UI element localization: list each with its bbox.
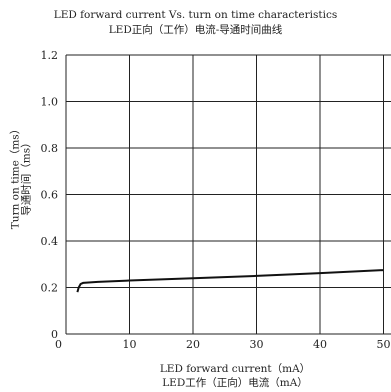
x-axis-label: LED forward current（mA）	[159, 363, 311, 375]
y-axis-label-cn: 导通时间（ms）	[20, 137, 33, 216]
chart-title: LED forward current Vs. turn on time cha…	[53, 9, 338, 21]
x-tick-label: 50	[377, 338, 391, 351]
x-tick-label: 20	[186, 338, 200, 351]
series-line	[76, 269, 384, 293]
series-group	[76, 269, 384, 293]
x-axis-label-cn: LED工作（正向）电流（mA）	[162, 377, 308, 389]
x-tick-label: 40	[313, 338, 327, 351]
y-tick-label: 0.8	[41, 142, 59, 155]
y-tick-label: 0.6	[41, 189, 59, 202]
y-tick-label: 0.2	[41, 282, 59, 295]
y-tick-label: 0.4	[41, 235, 59, 248]
y-tick-label: 0	[51, 328, 58, 341]
y-tick-label: 1.0	[41, 96, 59, 109]
tick-labels: 00.20.40.60.81.01.20102030405060	[41, 49, 391, 351]
chart-subtitle: LED正向（工作）电流-导通时间曲线	[108, 24, 283, 36]
x-tick-label: 0	[55, 338, 62, 351]
y-tick-label: 1.2	[41, 49, 59, 62]
grid	[65, 54, 391, 335]
x-tick-label: 30	[250, 338, 264, 351]
x-tick-label: 10	[123, 338, 137, 351]
